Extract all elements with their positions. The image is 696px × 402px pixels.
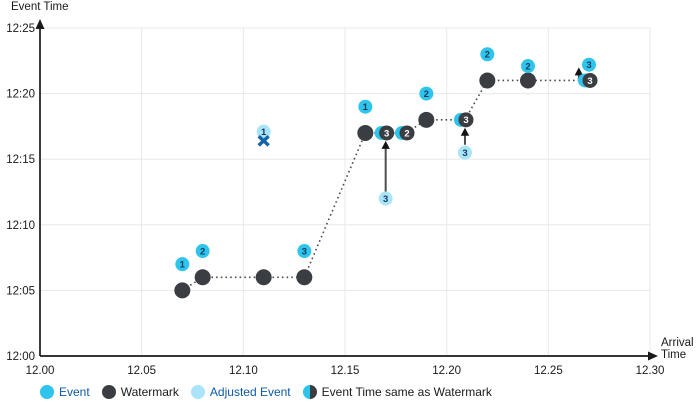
event-point: [521, 59, 535, 74]
watermark-point: [479, 72, 496, 89]
x-axis-arrow-icon: [648, 351, 658, 361]
point-label: 1: [261, 127, 267, 138]
point-label: 3: [302, 246, 307, 257]
point-label: 2: [424, 89, 429, 100]
event-point: [358, 99, 373, 114]
x-tick-label: 12.05: [127, 365, 156, 377]
combined-event-watermark-point: [379, 125, 395, 141]
event-point: [582, 57, 596, 72]
y-tick-label: 12:15: [6, 154, 35, 166]
legend: Event Watermark Adjusted Event Event Time s…: [40, 384, 492, 400]
y-tick-label: 12:00: [6, 351, 35, 363]
adjusted-event-point: [378, 191, 393, 206]
point-label: 2: [485, 50, 490, 61]
watermark-point: [520, 72, 536, 89]
adjustment-arrow-head-icon: [460, 127, 470, 136]
y-tick-label: 12:20: [6, 89, 35, 101]
combined-event-watermark-point: [399, 125, 415, 141]
point-label: 2: [404, 128, 409, 139]
legend-label: Watermark: [120, 385, 179, 399]
point-label: 1: [180, 260, 186, 271]
y-axis-title: Event Time: [11, 1, 69, 13]
watermark-point: [194, 269, 211, 286]
x-tick-label: 12.15: [331, 365, 360, 377]
adjusted-legend-icon: [190, 385, 205, 399]
watermark-point: [357, 124, 374, 141]
x-tick-label: 12.20: [432, 365, 461, 377]
event-point: [480, 47, 495, 62]
x-tick-label: 12.00: [26, 365, 55, 377]
y-tick-label: 12:05: [6, 285, 35, 297]
adjustment-arrow-head-icon: [574, 67, 584, 76]
point-label: 1: [363, 102, 369, 113]
legend-item-adjusted: Adjusted Event: [190, 385, 291, 399]
legend-label: Adjusted Event: [209, 385, 291, 399]
x-tick-label: 12.25: [534, 365, 563, 377]
y-axis-arrow-icon: [35, 19, 45, 29]
point-label: 3: [384, 128, 389, 139]
watermark-point: [174, 282, 191, 299]
event-point: [297, 244, 312, 259]
point-label: 3: [587, 76, 592, 87]
legend-label: Event: [59, 385, 90, 399]
combined-legend-icon: [302, 385, 317, 399]
combined-event-watermark-point: [458, 112, 474, 128]
event-legend-icon: [40, 385, 54, 399]
event-point: [419, 86, 434, 101]
watermark-legend-icon: [101, 385, 116, 399]
event-point: [195, 244, 210, 259]
legend-label: Event Time same as Watermark: [321, 385, 492, 399]
point-label: 2: [200, 246, 205, 257]
y-tick-label: 12:25: [6, 23, 35, 35]
x-axis-title: Arrival Time: [661, 337, 694, 361]
point-label: 3: [463, 115, 468, 126]
watermark-point: [296, 269, 313, 286]
legend-item-event: Event: [40, 385, 90, 399]
adjustment-arrow-head-icon: [381, 140, 390, 149]
event-point: [175, 257, 190, 272]
point-label: 3: [586, 60, 591, 71]
watermark-point: [255, 269, 272, 286]
x-tick-label: 12.10: [229, 365, 258, 377]
point-label: 3: [383, 194, 388, 205]
legend-item-combined: Event Time same as Watermark: [302, 385, 492, 399]
point-label: 2: [525, 61, 530, 72]
adjusted-event-point: [256, 124, 271, 139]
watermark-point: [418, 111, 435, 128]
legend-item-watermark: Watermark: [101, 385, 179, 399]
x-tick-label: 12.30: [636, 365, 665, 377]
dropped-event-x-icon: [257, 134, 270, 147]
y-tick-label: 12:10: [6, 220, 35, 232]
combined-event-watermark-point: [582, 72, 598, 88]
point-label: 3: [462, 148, 467, 159]
adjusted-event-point: [457, 145, 472, 160]
